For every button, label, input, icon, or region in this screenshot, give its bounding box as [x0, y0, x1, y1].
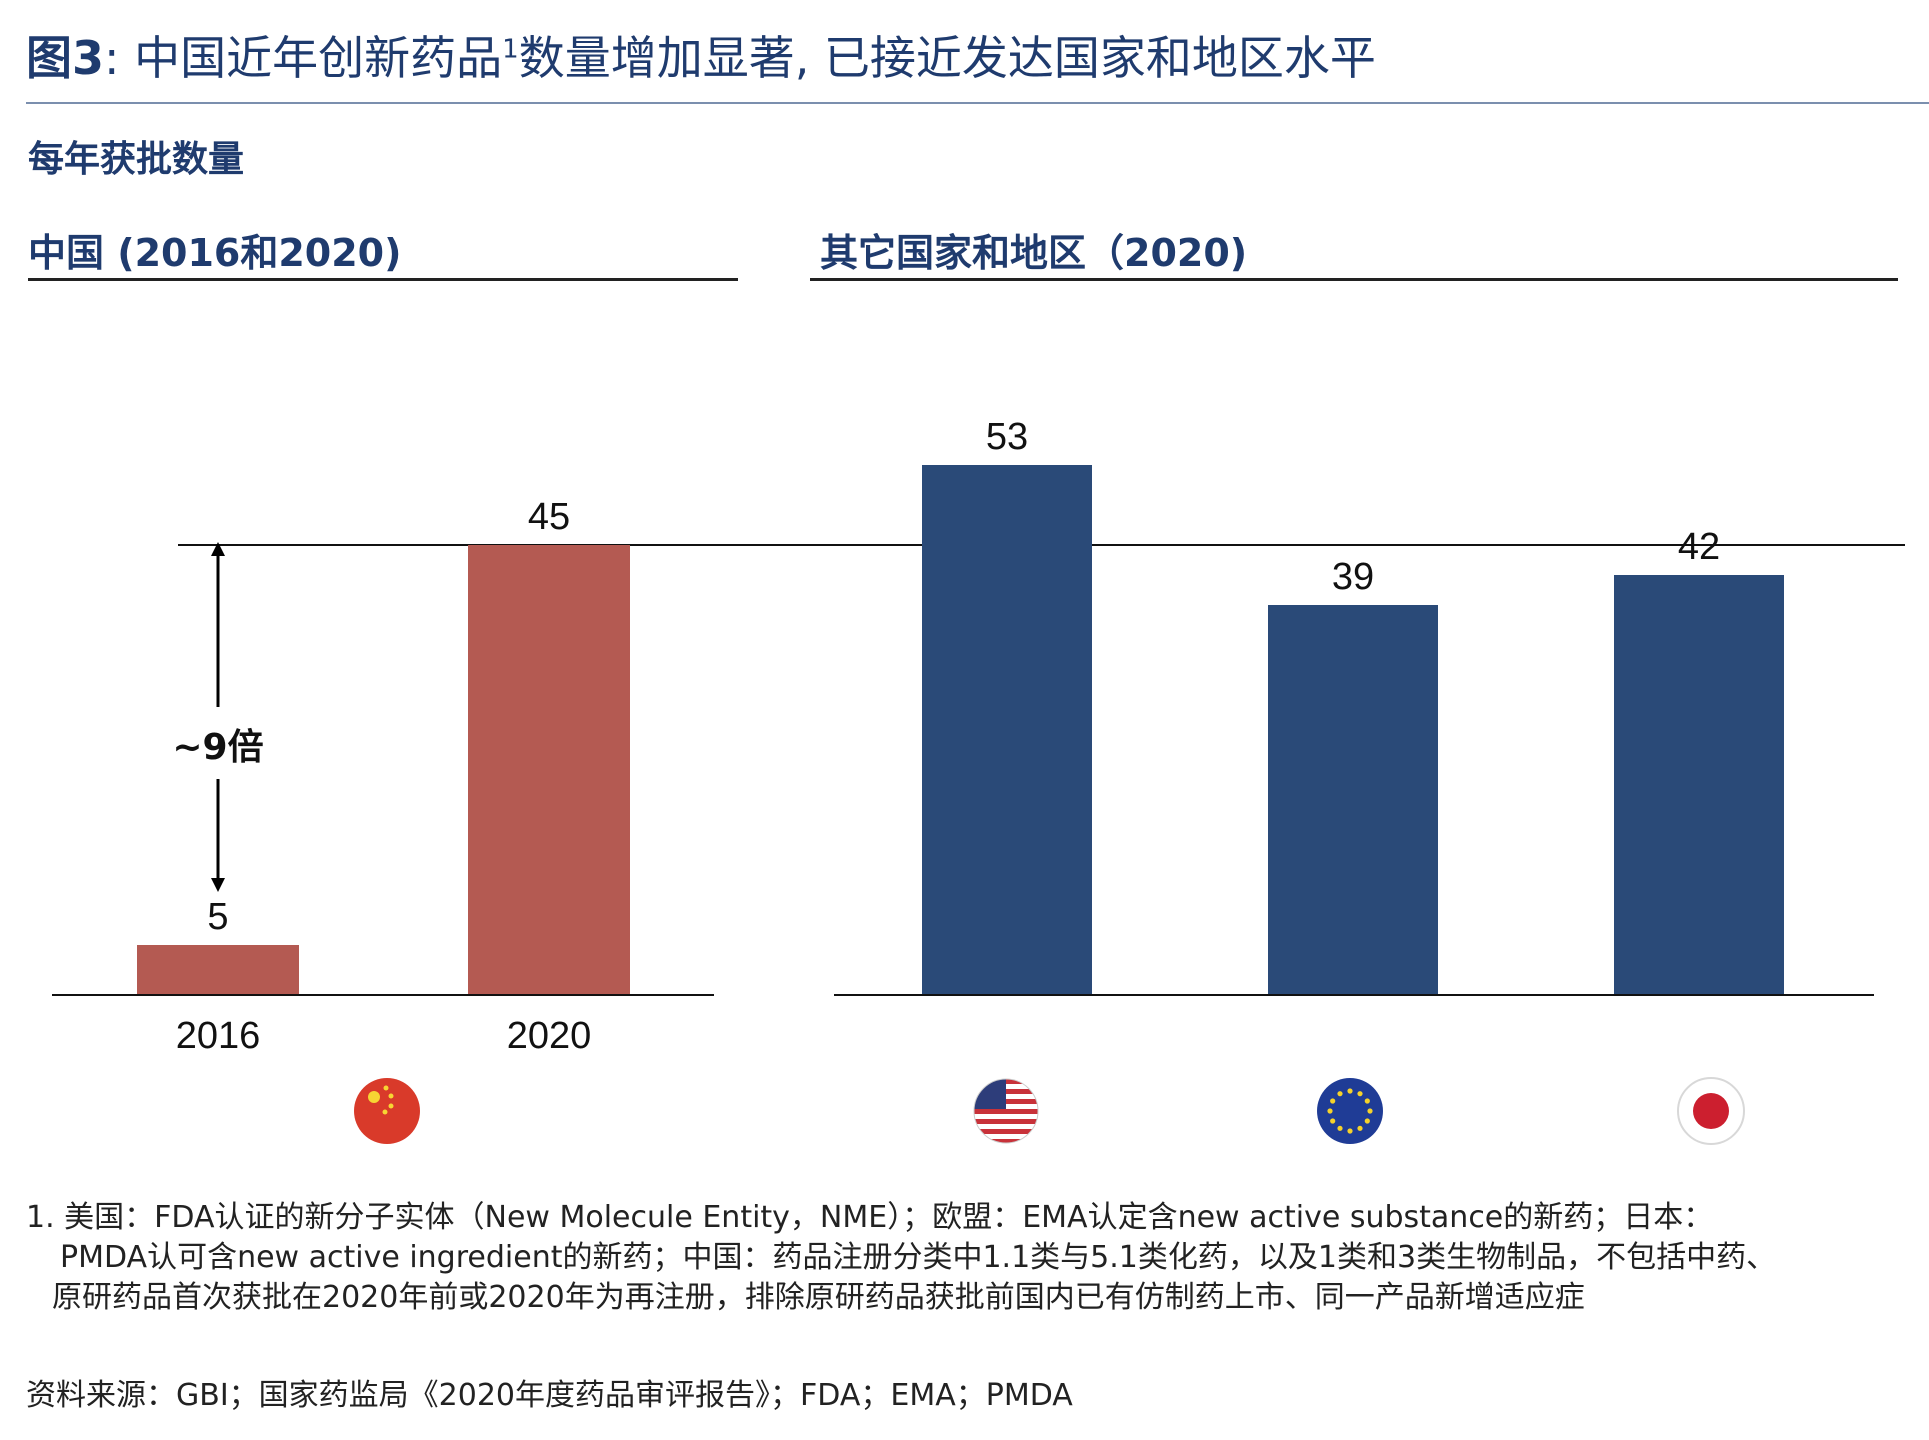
other-bar-2: [1268, 605, 1438, 995]
eu-star: [1357, 1125, 1363, 1131]
eu-star: [1357, 1091, 1363, 1097]
eu-flag-icon: [1317, 1078, 1383, 1144]
figure-label: 图3: [26, 31, 105, 85]
others-panel-rule: [810, 278, 1898, 281]
chart-subtitle: 每年获批数量: [28, 139, 245, 180]
china-value-label-1: 5: [207, 896, 228, 938]
eu-star: [1337, 1091, 1343, 1097]
growth-annotation-label: ~9倍: [172, 727, 263, 768]
title-text-continued: 数量增加显著, 已接近发达国家和地区水平: [518, 31, 1376, 85]
china-bar-2: [468, 545, 630, 995]
footnote-line-3: 原研药品首次获批在2020年前或2020年为再注册，排除原研药品获批前国内已有仿…: [52, 1280, 1585, 1315]
china-panel-rule: [28, 278, 738, 281]
footnote: 1. 美国：FDA认证的新分子实体（New Molecule Entity，NM…: [26, 1198, 1906, 1318]
eu-star: [1327, 1108, 1333, 1114]
eu-star: [1347, 1128, 1353, 1134]
china-flag-icon: [354, 1078, 420, 1144]
china-category-label-2: 2020: [507, 1015, 592, 1057]
other-value-label-3: 42: [1678, 526, 1720, 568]
usa-flag-icon: [973, 1078, 1039, 1144]
china-category-label-1: 2016: [176, 1015, 261, 1057]
eu-star: [1330, 1118, 1336, 1124]
eu-star: [1364, 1098, 1370, 1104]
other-bar-3: [1614, 575, 1784, 995]
eu-star: [1367, 1108, 1373, 1114]
eu-star: [1337, 1125, 1343, 1131]
title-divider: [26, 102, 1929, 104]
japan-flag-icon: [1677, 1077, 1745, 1145]
other-value-label-2: 39: [1332, 556, 1374, 598]
footnote-marker: 1: [502, 34, 519, 65]
bar-chart: 5 2016 45 2020 53 39 42 ~9倍: [52, 416, 1905, 1145]
china-panel-title: 中国 (2016和2020): [28, 231, 402, 275]
eu-star: [1364, 1118, 1370, 1124]
others-panel-title: 其它国家和地区（2020): [820, 231, 1248, 275]
other-value-label-1: 53: [986, 416, 1028, 458]
source-note: 资料来源：GBI；国家药监局《2020年度药品审评报告》；FDA；EMA；PMD…: [26, 1378, 1073, 1413]
eu-star: [1347, 1088, 1353, 1094]
footnote-line-2: PMDA认可含new active ingredient的新药；中国：药品注册分…: [60, 1240, 1777, 1275]
figure-title: 图3: 中国近年创新药品1数量增加显著, 已接近发达国家和地区水平: [26, 22, 1376, 88]
footnote-line-1: 1. 美国：FDA认证的新分子实体（New Molecule Entity，NM…: [26, 1200, 1714, 1235]
china-bar-1: [137, 945, 299, 995]
china-value-label-2: 45: [528, 496, 570, 538]
eu-star: [1330, 1098, 1336, 1104]
other-bar-1: [922, 465, 1092, 995]
title-text: : 中国近年创新药品: [104, 31, 503, 85]
